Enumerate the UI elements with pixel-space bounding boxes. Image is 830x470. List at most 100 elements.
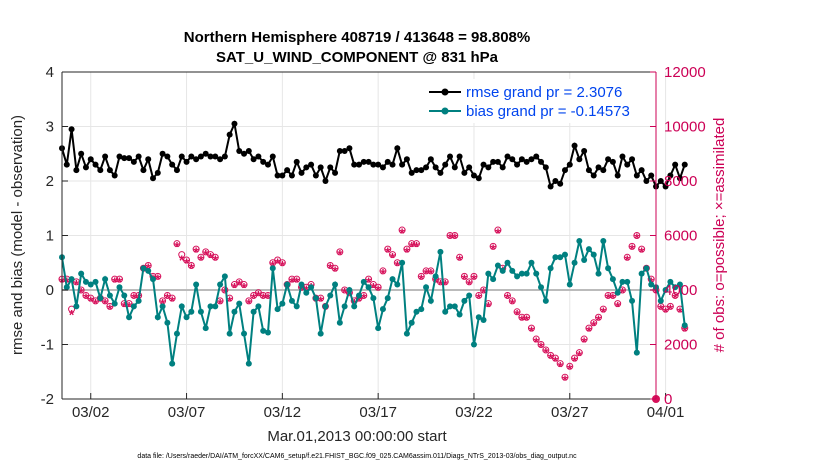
- bias-point: [514, 273, 521, 280]
- bias-point: [360, 278, 367, 285]
- bias-point: [260, 327, 267, 334]
- obs-assimilated-point: *: [548, 350, 554, 366]
- rmse-point: [523, 158, 530, 165]
- bias-point: [183, 314, 190, 321]
- bias-point: [126, 314, 133, 321]
- rmse-point: [638, 167, 645, 174]
- right-y-tick-label: 12000: [664, 64, 706, 81]
- rmse-point: [327, 164, 334, 171]
- bias-point: [672, 284, 679, 291]
- rmse-point: [322, 178, 329, 184]
- bias-point: [504, 259, 511, 266]
- obs-assimilated-point: *: [672, 290, 678, 306]
- obs-assimilated-point: *: [677, 304, 683, 320]
- obs-assimilated-point: *: [342, 285, 348, 301]
- obs-assimilated-point: *: [423, 266, 429, 282]
- obs-assimilated-point: *: [543, 345, 549, 361]
- bias-point: [432, 273, 439, 280]
- obs-possible-point: [470, 272, 478, 280]
- rmse-point: [346, 145, 353, 152]
- bias-point: [538, 284, 545, 291]
- bias-point: [595, 270, 602, 277]
- bias-point: [542, 297, 549, 304]
- rmse-point: [82, 164, 89, 171]
- rmse-point: [475, 175, 482, 182]
- obs-assimilated-point: *: [131, 290, 137, 306]
- legend-box: [422, 79, 648, 123]
- rmse-point: [418, 167, 425, 174]
- obs-assimilated-point: *: [514, 307, 520, 323]
- obs-possible-point: [451, 232, 459, 239]
- rmse-point: [231, 120, 238, 127]
- obs-possible-point: [465, 278, 473, 286]
- bias-point: [499, 267, 506, 274]
- rmse-point: [657, 178, 664, 184]
- rmse-point: [566, 161, 573, 168]
- obs-possible-point: [566, 362, 574, 370]
- rmse-point: [629, 156, 636, 163]
- obs-possible-point: [527, 324, 535, 332]
- rmse-point: [351, 161, 358, 168]
- rmse-point: [672, 161, 679, 168]
- obs-possible-point: [571, 354, 579, 362]
- obs-assimilated-point: *: [605, 290, 611, 306]
- obs-possible-point: [561, 373, 569, 381]
- rmse-point: [504, 153, 511, 160]
- bias-point: [581, 257, 588, 264]
- legend-rmse-marker: [441, 88, 449, 96]
- obs-assimilated-point: *: [577, 347, 583, 363]
- rmse-point: [87, 156, 94, 163]
- bias-point: [657, 297, 664, 304]
- rmse-series: [59, 120, 688, 190]
- obs-possible-point: [518, 313, 526, 321]
- bias-point: [269, 265, 276, 272]
- obs-possible-point: [278, 259, 286, 267]
- obs-assimilated-point: *: [222, 285, 228, 301]
- rmse-point: [202, 150, 209, 157]
- rmse-point: [633, 172, 640, 179]
- bias-point: [221, 273, 228, 280]
- rmse-point: [451, 164, 458, 171]
- bias-point: [284, 281, 291, 288]
- rmse-point: [585, 167, 592, 174]
- bias-point: [557, 254, 564, 261]
- obs-possible-point: [614, 300, 622, 308]
- obs-possible-point: [595, 313, 603, 321]
- obs-assimilated-point: *: [596, 312, 602, 328]
- bias-point: [87, 281, 94, 288]
- obs-assimilated-point: *: [428, 266, 434, 282]
- bias-point: [351, 303, 358, 310]
- obs-possible-point: [623, 253, 631, 261]
- rmse-point: [365, 158, 372, 165]
- bias-point: [322, 303, 329, 310]
- bias-point: [451, 303, 458, 310]
- obs-assimilated-point: *: [294, 274, 300, 290]
- rmse-point: [538, 158, 545, 165]
- rmse-point: [485, 164, 492, 171]
- x-tick-label: 03/22: [455, 404, 493, 421]
- bias-point: [140, 265, 147, 272]
- obs-possible-point: [542, 346, 550, 354]
- obs-possible-point: [575, 349, 583, 357]
- obs-assimilated-point: *: [395, 257, 401, 273]
- bias-point: [466, 292, 473, 299]
- bias-point: [413, 308, 420, 315]
- rmse-point: [533, 153, 540, 160]
- rmse-point: [193, 156, 200, 163]
- obs-assimilated-point: *: [457, 252, 463, 268]
- bias-point: [370, 295, 377, 302]
- rmse-point: [662, 183, 669, 190]
- obs-assimilated-point: *: [433, 274, 439, 290]
- bias-series: [59, 237, 688, 367]
- obs-possible-point: [422, 267, 430, 275]
- rmse-point: [130, 158, 137, 165]
- bias-point: [303, 289, 310, 296]
- rmse-point: [78, 150, 85, 157]
- rmse-point: [437, 169, 444, 176]
- obs-assimilated-point: *: [620, 285, 626, 301]
- bias-point: [533, 270, 540, 277]
- rmse-point: [561, 167, 568, 174]
- obs-assimilated-point: *: [375, 282, 381, 298]
- bias-point: [394, 281, 401, 288]
- obs-assimilated-point: *: [538, 339, 544, 355]
